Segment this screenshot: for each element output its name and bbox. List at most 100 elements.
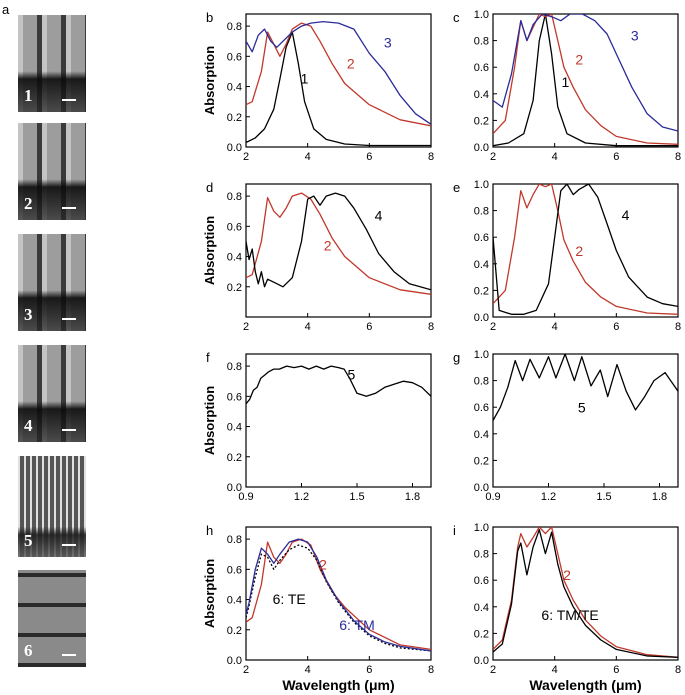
plot-frame	[245, 353, 432, 488]
x-tick-label: 1.5	[349, 491, 364, 503]
x-tick-label: 2	[490, 664, 496, 676]
y-tick-label: 0.4	[474, 89, 489, 101]
x-axis-label: Wavelength (μm)	[282, 677, 394, 693]
y-tick-label: 1.0	[474, 179, 489, 191]
x-tick-label: 6	[613, 664, 619, 676]
x-tick-label: 6	[613, 151, 619, 163]
y-tick-label: 0.8	[474, 549, 489, 561]
x-tick-label: 2	[490, 151, 496, 163]
series-annotation: 5	[578, 400, 586, 416]
scale-bar	[62, 544, 76, 546]
plot-frame	[245, 183, 432, 318]
x-tick-label: 8	[675, 321, 681, 333]
y-tick-label: 0.8	[474, 36, 489, 48]
panel-label-e: e	[453, 180, 460, 195]
y-tick-label: 0.6	[227, 221, 242, 233]
x-tick-label: 4	[552, 151, 558, 163]
scale-bar	[62, 654, 76, 656]
series-line-6-tm	[493, 527, 678, 658]
plot-frame	[492, 183, 679, 318]
chart-panel-i: 2 4 6 8 0.0 0.2 0.4 0.6 0.8 1.0 i Wavelength (μm) 2 6…	[453, 522, 681, 693]
panel-label-h: h	[206, 523, 213, 538]
y-tick-label: 0.0	[474, 655, 489, 667]
series-annotation: 6: TM	[339, 617, 375, 633]
panel-label-b: b	[206, 10, 213, 25]
chart-panel-f: 0.9 1.2 1.5 1.8 0.0 0.2 0.4 0.6 0.8 f Absorption 5	[202, 350, 432, 503]
y-tick-label: 0.2	[474, 455, 489, 467]
y-tick-label: 0.0	[474, 312, 489, 324]
y-tick-label: 0.4	[474, 429, 489, 441]
x-tick-label: 8	[675, 151, 681, 163]
x-tick-label: 8	[675, 664, 681, 676]
y-tick-label: 0.4	[227, 252, 242, 264]
y-tick-label: 0.4	[474, 602, 489, 614]
y-tick-label: 1.0	[474, 349, 489, 361]
y-tick-label: 0.8	[474, 206, 489, 218]
panel-label-c: c	[453, 10, 460, 25]
sem-image-label: 1	[24, 86, 33, 105]
x-tick-label: 0.9	[485, 491, 500, 503]
panel-label-d: d	[206, 180, 213, 195]
x-tick-label: 8	[428, 321, 434, 333]
series-annotation: 3	[631, 28, 639, 44]
x-tick-label: 0.9	[238, 491, 253, 503]
y-tick-label: 0.6	[474, 402, 489, 414]
y-tick-label: 0.0	[227, 655, 242, 667]
series-annotation: 4	[622, 207, 630, 223]
chart-panel-b: 2 4 6 8 0.0 0.2 0.4 0.6 0.8 b Absorption 1 2 3	[202, 10, 434, 163]
x-tick-label: 6	[366, 664, 372, 676]
series-line-2	[246, 22, 431, 127]
y-axis-label: Absorption	[202, 386, 217, 455]
chart-panel-e: 2 4 6 8 0.0 0.2 0.4 0.6 0.8 1.0 e 2 4	[453, 179, 681, 333]
panel-label-a: a	[2, 2, 10, 17]
scale-bar	[62, 207, 76, 209]
series-annotation: 1	[301, 71, 309, 87]
series-annotation: 2	[319, 556, 327, 572]
y-tick-label: 0.2	[227, 452, 242, 464]
y-tick-label: 1.0	[474, 9, 489, 21]
panel-label-f: f	[206, 350, 210, 365]
sem-image-2: 2	[18, 123, 86, 220]
y-tick-label: 0.2	[474, 285, 489, 297]
x-tick-label: 4	[305, 321, 311, 333]
series-line-2	[493, 14, 678, 145]
x-tick-label: 4	[552, 664, 558, 676]
x-tick-label: 8	[428, 151, 434, 163]
series-annotation: 2	[563, 567, 571, 583]
series-line-5	[246, 365, 431, 405]
y-tick-label: 0.0	[474, 482, 489, 494]
series-line-1	[493, 14, 678, 147]
series-annotation: 2	[324, 238, 332, 254]
series-line-2	[493, 184, 678, 315]
x-tick-label: 1.8	[652, 491, 667, 503]
series-line-6-te	[246, 544, 431, 652]
x-tick-label: 8	[428, 664, 434, 676]
series-annotation: 6: TM/TE	[541, 607, 598, 623]
series-line-6-te	[493, 529, 678, 658]
series-line-1	[246, 31, 431, 147]
y-tick-label: 0.6	[227, 391, 242, 403]
x-tick-label: 6	[366, 151, 372, 163]
x-tick-label: 2	[243, 321, 249, 333]
chart-panel-h: 2 4 6 8 0.0 0.2 0.4 0.6 0.8 h Absorption Wavelength…	[202, 523, 434, 693]
chart-panel-d: 2 4 6 8 0.2 0.4 0.6 0.8 d Absorption 2 4	[202, 180, 434, 333]
x-tick-label: 2	[243, 151, 249, 163]
sem-image-4: 4	[18, 345, 86, 442]
series-annotation: 3	[384, 34, 392, 50]
x-tick-label: 4	[552, 321, 558, 333]
sem-image-5: 5	[18, 456, 86, 557]
sem-image-texture	[18, 570, 86, 667]
series-line-3	[246, 20, 431, 125]
y-tick-label: 0.8	[227, 21, 242, 33]
y-tick-label: 0.4	[227, 82, 242, 94]
scale-bar	[62, 99, 76, 101]
series-line-5	[493, 354, 678, 421]
y-tick-label: 0.4	[474, 259, 489, 271]
series-annotation: 4	[375, 207, 383, 223]
x-tick-label: 1.2	[294, 491, 309, 503]
sem-image-texture	[18, 123, 86, 220]
series-line-4	[493, 184, 678, 315]
sem-image-texture	[18, 15, 86, 112]
